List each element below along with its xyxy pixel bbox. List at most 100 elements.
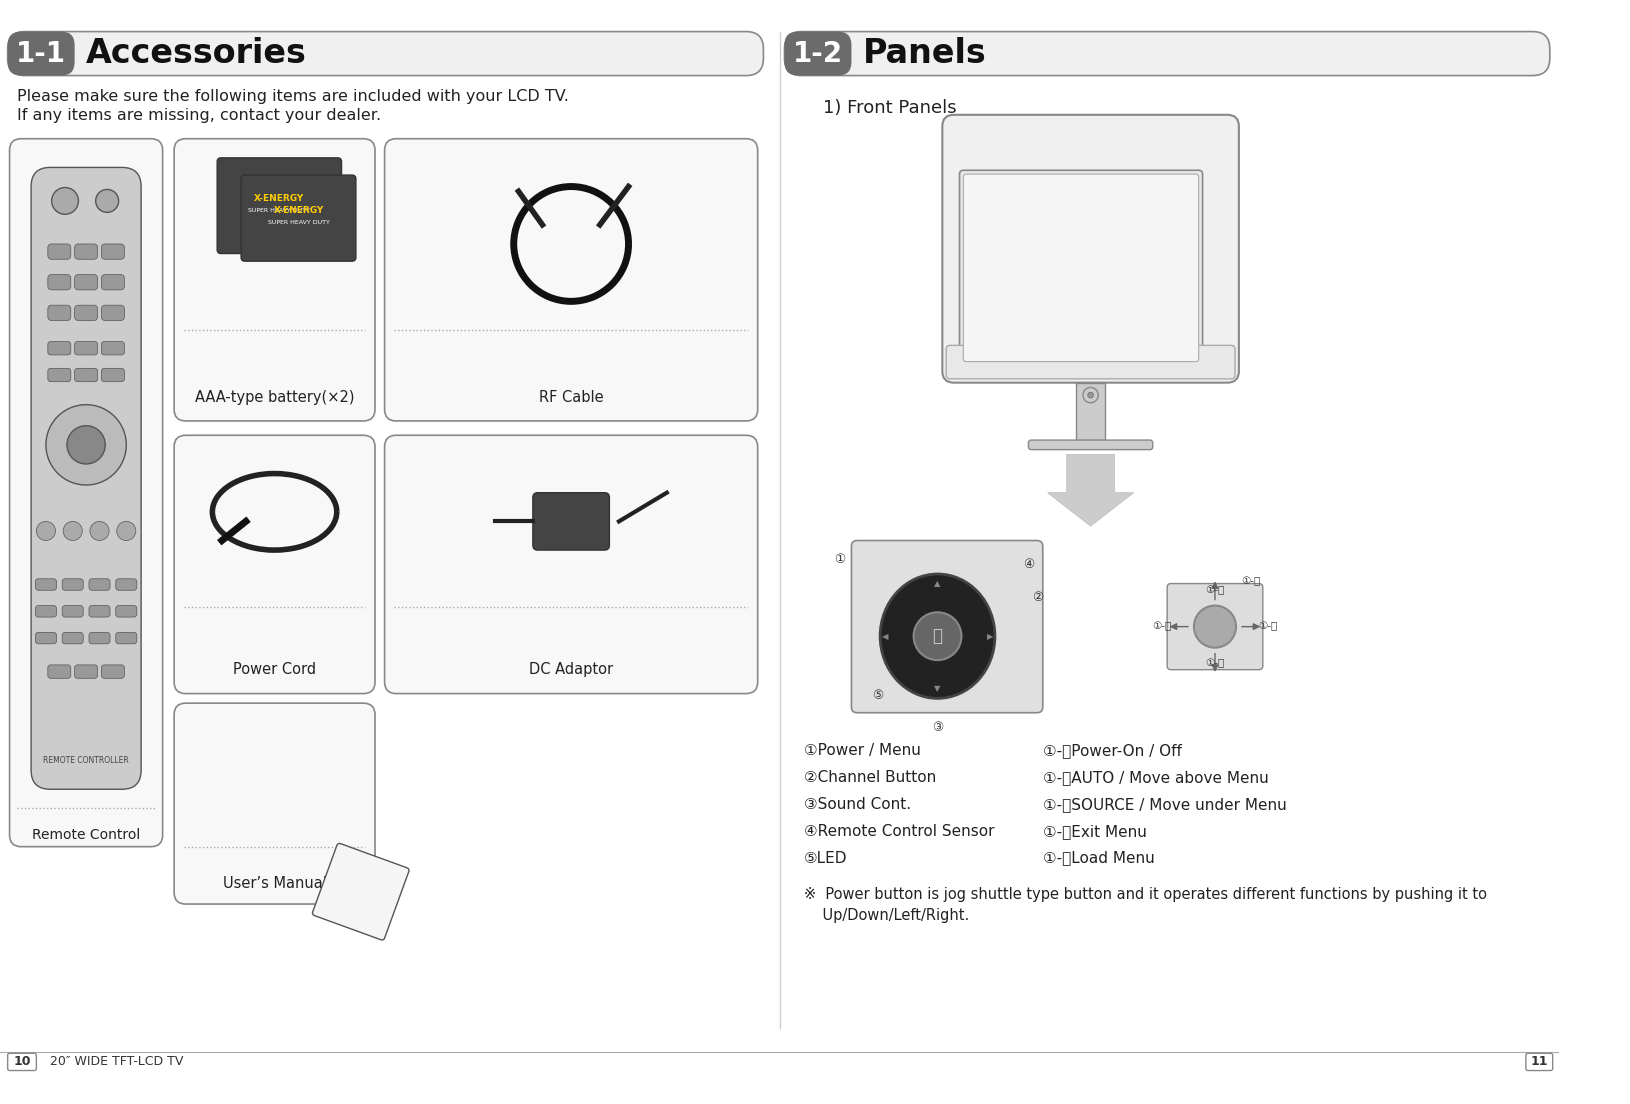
FancyBboxPatch shape xyxy=(8,1053,36,1071)
Text: ②Channel Button: ②Channel Button xyxy=(804,771,936,785)
Text: ◀: ◀ xyxy=(882,631,888,640)
FancyBboxPatch shape xyxy=(1029,440,1152,449)
FancyBboxPatch shape xyxy=(945,346,1236,379)
FancyBboxPatch shape xyxy=(101,341,124,354)
Text: X-ENERGY: X-ENERGY xyxy=(254,193,305,202)
FancyBboxPatch shape xyxy=(217,158,342,254)
FancyBboxPatch shape xyxy=(241,176,355,262)
FancyBboxPatch shape xyxy=(62,633,83,644)
FancyBboxPatch shape xyxy=(75,369,98,382)
Circle shape xyxy=(52,188,78,214)
Text: SUPER HEAVY DUTY: SUPER HEAVY DUTY xyxy=(267,221,329,225)
Text: User’s Manual: User’s Manual xyxy=(223,875,326,891)
FancyBboxPatch shape xyxy=(90,633,109,644)
Text: Remote Control: Remote Control xyxy=(33,828,140,841)
Text: ⑤: ⑤ xyxy=(872,689,883,702)
FancyBboxPatch shape xyxy=(47,369,70,382)
Text: ①-ⓒ: ①-ⓒ xyxy=(1205,658,1224,668)
Text: ②: ② xyxy=(1032,592,1043,604)
Text: ①-ⓐ: ①-ⓐ xyxy=(1242,575,1262,586)
FancyBboxPatch shape xyxy=(116,633,137,644)
FancyBboxPatch shape xyxy=(75,665,98,678)
Polygon shape xyxy=(1076,383,1105,440)
Text: ③: ③ xyxy=(932,721,944,733)
Text: Accessories: Accessories xyxy=(86,38,306,70)
Text: ④Remote Control Sensor: ④Remote Control Sensor xyxy=(804,824,994,839)
Text: ⑤LED: ⑤LED xyxy=(804,851,848,866)
Text: Please make sure the following items are included with your LCD TV.: Please make sure the following items are… xyxy=(18,89,569,104)
Text: ①Power / Menu: ①Power / Menu xyxy=(804,743,921,758)
FancyBboxPatch shape xyxy=(62,578,83,591)
FancyBboxPatch shape xyxy=(36,606,57,617)
Text: ▲: ▲ xyxy=(934,580,941,588)
Ellipse shape xyxy=(880,574,994,699)
Text: 10: 10 xyxy=(13,1055,31,1069)
FancyBboxPatch shape xyxy=(1526,1053,1553,1071)
FancyBboxPatch shape xyxy=(8,32,763,75)
FancyBboxPatch shape xyxy=(385,435,758,693)
Text: ④: ④ xyxy=(1022,558,1033,571)
Circle shape xyxy=(117,521,135,541)
FancyBboxPatch shape xyxy=(47,275,70,290)
FancyBboxPatch shape xyxy=(36,578,57,591)
Circle shape xyxy=(1082,388,1099,403)
FancyBboxPatch shape xyxy=(36,633,57,644)
Text: RF Cable: RF Cable xyxy=(540,390,603,404)
Text: AAA-type battery(×2): AAA-type battery(×2) xyxy=(196,390,354,404)
FancyBboxPatch shape xyxy=(174,703,375,904)
Circle shape xyxy=(64,521,82,541)
Text: ③Sound Cont.: ③Sound Cont. xyxy=(804,797,911,813)
FancyBboxPatch shape xyxy=(75,341,98,354)
FancyBboxPatch shape xyxy=(62,606,83,617)
Text: ▼: ▼ xyxy=(934,684,941,693)
FancyBboxPatch shape xyxy=(533,492,610,550)
Text: Power Cord: Power Cord xyxy=(233,662,316,677)
Circle shape xyxy=(914,613,962,660)
Circle shape xyxy=(96,190,119,212)
FancyBboxPatch shape xyxy=(942,115,1239,383)
Text: ①-ⓐPower-On / Off: ①-ⓐPower-On / Off xyxy=(1043,743,1182,758)
Text: Up/Down/Left/Right.: Up/Down/Left/Right. xyxy=(804,907,968,923)
Text: Panels: Panels xyxy=(862,38,986,70)
Text: DC Adaptor: DC Adaptor xyxy=(530,662,613,677)
Text: ▶: ▶ xyxy=(986,631,993,640)
FancyBboxPatch shape xyxy=(75,244,98,259)
FancyBboxPatch shape xyxy=(8,32,75,75)
FancyBboxPatch shape xyxy=(784,32,851,75)
Circle shape xyxy=(90,521,109,541)
Text: ⏻: ⏻ xyxy=(932,627,942,645)
Circle shape xyxy=(67,426,106,464)
FancyBboxPatch shape xyxy=(960,170,1203,365)
Text: ①-ⓔ: ①-ⓔ xyxy=(1258,622,1278,631)
FancyBboxPatch shape xyxy=(101,369,124,382)
Text: 1) Front Panels: 1) Front Panels xyxy=(823,98,957,117)
FancyBboxPatch shape xyxy=(784,32,1550,75)
FancyBboxPatch shape xyxy=(101,665,124,678)
FancyBboxPatch shape xyxy=(174,435,375,693)
Text: SUPER HEAVY DUTY: SUPER HEAVY DUTY xyxy=(248,208,310,213)
FancyBboxPatch shape xyxy=(101,244,124,259)
FancyBboxPatch shape xyxy=(47,305,70,320)
FancyBboxPatch shape xyxy=(47,341,70,354)
Text: ※  Power button is jog shuttle type button and it operates different functions b: ※ Power button is jog shuttle type butto… xyxy=(804,887,1487,902)
FancyBboxPatch shape xyxy=(47,665,70,678)
FancyBboxPatch shape xyxy=(174,139,375,421)
FancyBboxPatch shape xyxy=(101,305,124,320)
Circle shape xyxy=(46,405,126,485)
Polygon shape xyxy=(1048,455,1133,527)
FancyBboxPatch shape xyxy=(47,244,70,259)
FancyBboxPatch shape xyxy=(116,578,137,591)
Text: X-ENERGY: X-ENERGY xyxy=(274,206,324,215)
FancyBboxPatch shape xyxy=(90,606,109,617)
FancyBboxPatch shape xyxy=(963,174,1198,362)
FancyBboxPatch shape xyxy=(90,578,109,591)
FancyBboxPatch shape xyxy=(101,275,124,290)
Text: 20″ WIDE TFT-LCD TV: 20″ WIDE TFT-LCD TV xyxy=(46,1055,183,1069)
FancyBboxPatch shape xyxy=(385,139,758,421)
Circle shape xyxy=(1193,606,1236,648)
Text: 1-1: 1-1 xyxy=(16,40,67,67)
FancyBboxPatch shape xyxy=(31,168,142,789)
FancyBboxPatch shape xyxy=(75,305,98,320)
FancyBboxPatch shape xyxy=(313,843,409,940)
Text: ①-ⓔLoad Menu: ①-ⓔLoad Menu xyxy=(1043,851,1154,866)
